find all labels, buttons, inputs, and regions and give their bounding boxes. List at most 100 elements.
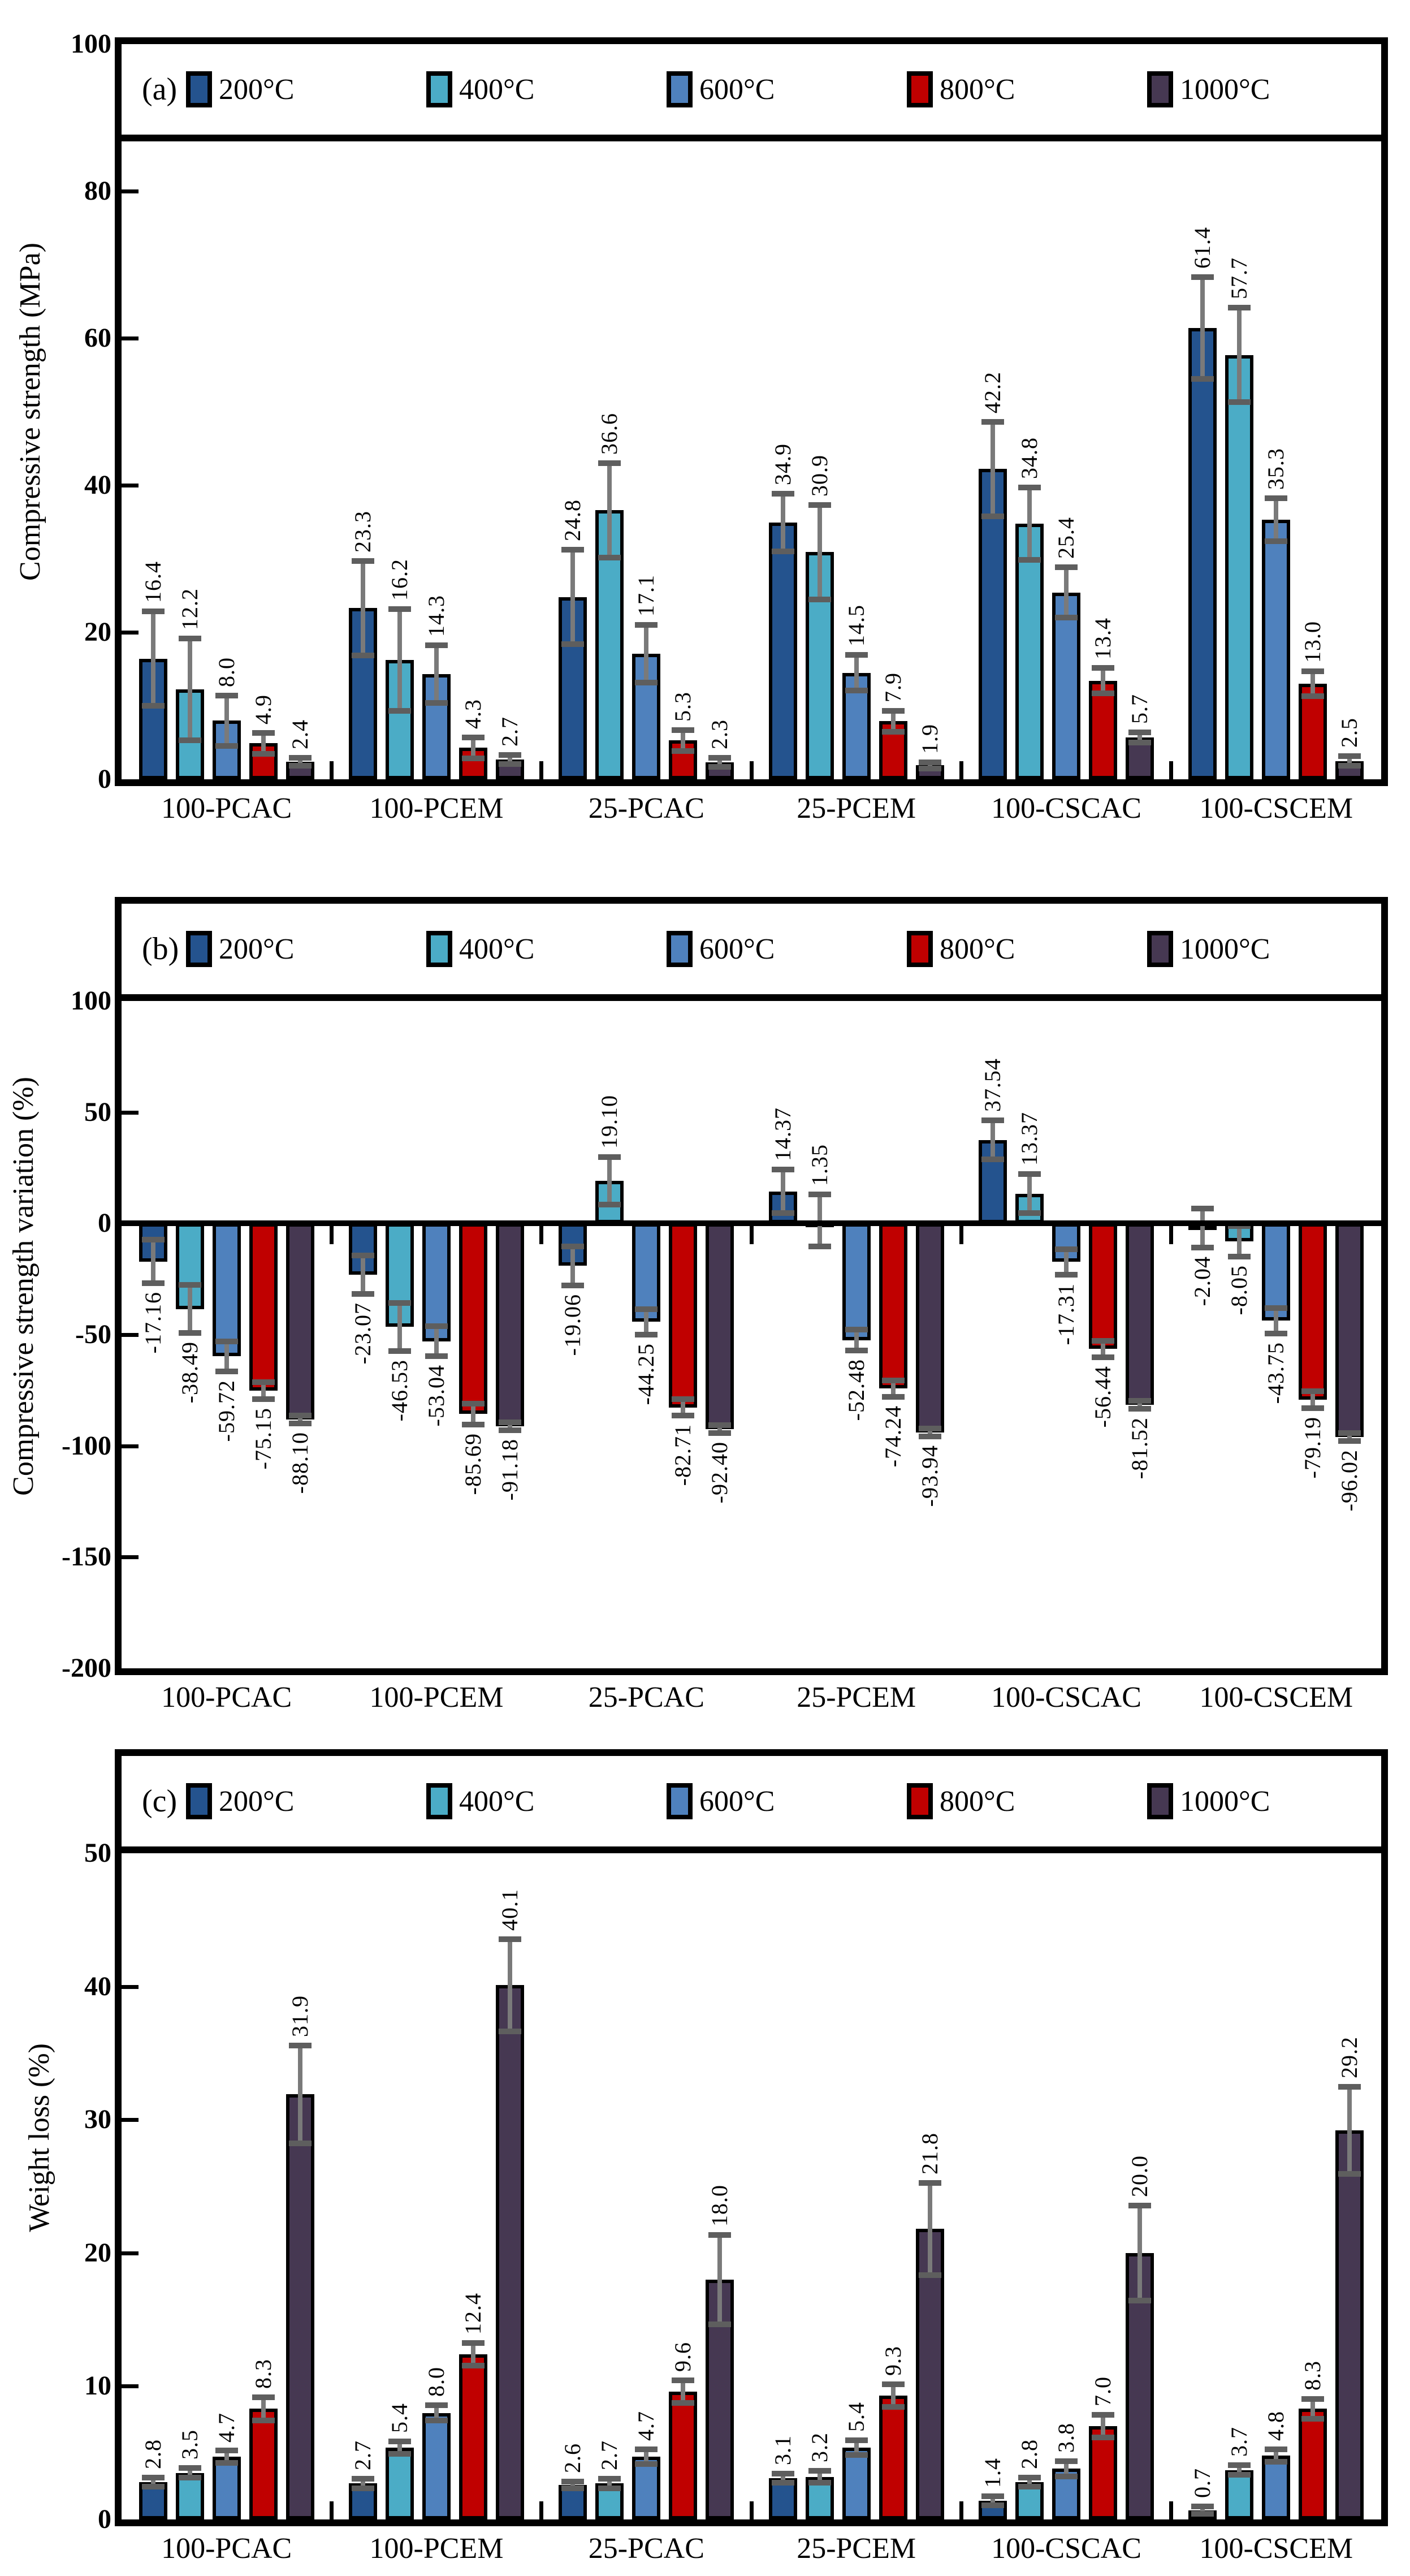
error-bar-cap <box>178 2465 201 2471</box>
legend-item-400°C: 400°C <box>426 1783 667 1819</box>
error-bar-cap <box>425 2402 448 2409</box>
error-bar-cap <box>141 703 165 709</box>
error-bar-cap <box>1301 1405 1325 1411</box>
legend-label: 200°C <box>219 73 295 106</box>
y-tick-label: 50 <box>84 1097 111 1127</box>
bar-800°C-100-CSCEM <box>1299 684 1327 779</box>
error-bar-cap <box>215 1368 238 1374</box>
error-bar-cap <box>462 734 485 740</box>
error-bar <box>187 1284 192 1334</box>
legend-item-600°C: 600°C <box>667 1783 907 1819</box>
error-bar-cap <box>845 688 868 693</box>
error-bar-cap <box>141 609 165 615</box>
bar-800°C-25-PCAC <box>669 2391 698 2519</box>
error-bar-cap <box>499 1936 521 1942</box>
error-bar-cap <box>1265 1305 1288 1311</box>
bar-1000°C-25-PCAC <box>706 1223 734 1429</box>
error-bar <box>1027 486 1032 560</box>
error-bar <box>224 1340 229 1372</box>
bar-600°C-25-PCAC <box>632 1223 661 1322</box>
error-bar-cap <box>215 2460 238 2466</box>
bar-600°C-100-CSCEM <box>1262 520 1291 779</box>
bar-800°C-100-CSCAC <box>1089 2426 1117 2519</box>
error-bar-cap <box>499 1419 521 1426</box>
legend-item-200°C: 200°C <box>186 71 426 107</box>
legend-item-800°C: 800°C <box>907 71 1147 107</box>
error-bar-cap <box>1228 2472 1251 2478</box>
error-bar <box>717 2234 723 2325</box>
error-bar-cap <box>808 1244 831 1250</box>
error-bar-cap <box>1228 305 1251 311</box>
error-bar-cap <box>252 1379 275 1386</box>
error-bar <box>397 609 402 712</box>
error-bar-cap <box>918 1425 941 1431</box>
error-bar <box>1310 1391 1316 1409</box>
y-tick-label: -150 <box>62 1542 111 1572</box>
error-bar-cap <box>388 708 411 714</box>
error-bar-cap <box>881 2404 905 2410</box>
error-bar-cap <box>672 727 695 733</box>
y-tick-label: 0 <box>98 1208 111 1239</box>
bar-600°C-100-PCAC <box>212 1223 241 1357</box>
x-tick-mark <box>1169 761 1174 779</box>
error-bar-cap <box>598 2485 621 2491</box>
error-bar <box>1137 2204 1142 2301</box>
error-bar <box>607 1156 612 1206</box>
legend-item-600°C: 600°C <box>667 931 907 967</box>
error-bar <box>607 462 612 558</box>
y-tick-mark <box>122 189 139 193</box>
error-bar-cap <box>1301 668 1325 674</box>
legend-swatch-icon <box>186 1783 212 1819</box>
error-bar <box>1310 670 1316 697</box>
error-bar-cap <box>672 2377 695 2383</box>
legend-label: 1000°C <box>1180 1785 1270 1818</box>
error-bar-cap <box>918 2272 941 2278</box>
error-bar <box>150 1239 155 1284</box>
error-bar <box>397 2440 402 2454</box>
error-bar-cap <box>1301 2416 1325 2422</box>
error-bar-cap <box>388 2450 411 2457</box>
category-label: 25-PCAC <box>588 2532 704 2565</box>
error-bar-cap <box>598 554 621 560</box>
error-bar-cap <box>141 2484 165 2490</box>
error-bar <box>1347 2086 1352 2174</box>
panel-c-legend: (c) 200°C 400°C 600°C 800°C 1000°C <box>122 1756 1381 1853</box>
legend-label: 800°C <box>940 73 1015 106</box>
error-bar-cap <box>881 1394 905 1400</box>
error-bar <box>508 1938 512 2032</box>
error-bar-cap <box>1092 691 1114 697</box>
error-bar <box>717 1424 723 1434</box>
error-bar <box>224 694 229 747</box>
legend-label: 600°C <box>699 73 775 106</box>
error-bar <box>644 1308 649 1335</box>
error-bar-cap <box>1128 740 1151 746</box>
legend-swatch-icon <box>426 931 452 967</box>
legend-item-1000°C: 1000°C <box>1147 71 1387 107</box>
error-bar-cap <box>1018 2484 1041 2490</box>
error-bar <box>1064 1248 1069 1275</box>
y-tick-label: -100 <box>62 1430 111 1461</box>
error-bar <box>780 2473 785 2484</box>
error-bar-cap <box>771 491 794 497</box>
error-bar <box>1101 2414 1105 2439</box>
x-tick-mark <box>959 1226 963 1245</box>
panel-label-a: (a) <box>142 72 178 107</box>
error-bar-cap <box>1265 495 1288 502</box>
error-bar-cap <box>1338 1430 1361 1436</box>
x-tick-mark <box>539 2501 544 2519</box>
error-bar-cap <box>918 765 941 771</box>
error-bar <box>1274 1307 1279 1334</box>
error-bar-cap <box>1338 753 1361 760</box>
error-bar-cap <box>708 1422 732 1428</box>
error-bar-cap <box>845 2452 868 2458</box>
error-bar-cap <box>1191 1205 1214 1211</box>
y-tick-mark <box>122 2118 139 2122</box>
error-bar-cap <box>1265 1331 1288 1337</box>
error-bar <box>150 611 155 707</box>
error-bar-cap <box>288 762 312 769</box>
bar-200°C-100-CSCAC <box>979 469 1007 779</box>
y-tick-label: 40 <box>84 1971 111 2001</box>
error-bar-cap <box>845 652 868 658</box>
error-bar-cap <box>598 1154 621 1160</box>
